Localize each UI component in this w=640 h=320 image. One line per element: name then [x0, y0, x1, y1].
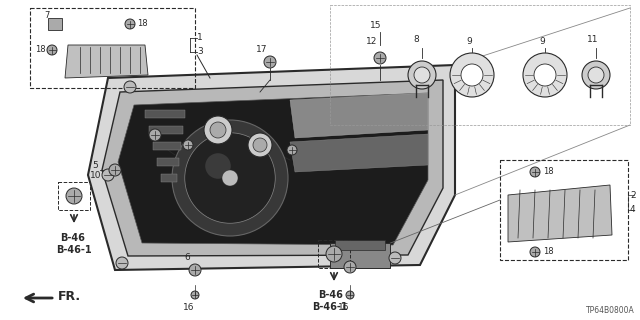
Bar: [330, 243, 390, 268]
Text: 7: 7: [44, 11, 49, 20]
Circle shape: [344, 261, 356, 273]
Bar: [161, 174, 177, 182]
Polygon shape: [102, 80, 443, 256]
Text: 10: 10: [90, 172, 102, 180]
Circle shape: [287, 145, 297, 155]
Text: 18: 18: [543, 167, 554, 177]
Circle shape: [124, 81, 136, 93]
Circle shape: [185, 133, 275, 223]
Text: B-46-1: B-46-1: [56, 245, 92, 255]
Text: 6: 6: [184, 253, 189, 262]
Text: 5: 5: [92, 161, 98, 170]
Bar: [335, 240, 385, 250]
Bar: [330, 5, 630, 125]
Text: 11: 11: [587, 36, 598, 44]
Text: 16: 16: [338, 303, 349, 313]
Text: 15: 15: [370, 20, 381, 29]
Circle shape: [523, 53, 567, 97]
Text: 6: 6: [338, 253, 344, 262]
Circle shape: [116, 257, 128, 269]
Circle shape: [191, 291, 199, 299]
Text: 9: 9: [466, 37, 472, 46]
Circle shape: [66, 188, 82, 204]
Bar: [149, 126, 183, 134]
Circle shape: [102, 169, 114, 181]
Circle shape: [253, 138, 267, 152]
Text: 6: 6: [175, 140, 180, 148]
Polygon shape: [508, 185, 612, 242]
Text: 17: 17: [256, 45, 268, 54]
Circle shape: [189, 264, 201, 276]
Circle shape: [205, 153, 231, 179]
Circle shape: [326, 246, 342, 262]
Circle shape: [248, 133, 272, 157]
Circle shape: [210, 122, 226, 138]
Text: B-46-1: B-46-1: [312, 302, 348, 312]
Circle shape: [222, 170, 238, 186]
Circle shape: [408, 61, 436, 89]
Polygon shape: [118, 93, 428, 245]
Text: 2: 2: [630, 190, 636, 199]
Text: 17: 17: [138, 121, 150, 130]
Polygon shape: [88, 65, 455, 270]
Text: 16: 16: [183, 303, 195, 313]
Bar: [500, 160, 628, 260]
Bar: [153, 142, 181, 150]
Circle shape: [461, 64, 483, 86]
Text: FR.: FR.: [58, 290, 81, 302]
Text: 18: 18: [137, 20, 148, 28]
Circle shape: [450, 53, 494, 97]
Bar: [58, 182, 90, 210]
Circle shape: [204, 116, 232, 144]
Circle shape: [149, 129, 161, 141]
Polygon shape: [290, 134, 428, 172]
Circle shape: [109, 164, 121, 176]
Circle shape: [414, 67, 430, 83]
Bar: [48, 18, 62, 30]
Text: 18: 18: [543, 247, 554, 257]
Circle shape: [125, 19, 135, 29]
Text: 13: 13: [262, 125, 273, 134]
Bar: [145, 110, 185, 118]
Text: 12: 12: [366, 37, 378, 46]
Bar: [30, 8, 195, 88]
Polygon shape: [65, 45, 148, 78]
Circle shape: [530, 167, 540, 177]
Text: 9: 9: [539, 37, 545, 46]
Circle shape: [172, 120, 288, 236]
Bar: [318, 240, 350, 268]
Text: 4: 4: [630, 205, 636, 214]
Polygon shape: [290, 93, 428, 138]
Text: 8: 8: [413, 36, 419, 44]
Text: 1: 1: [197, 34, 203, 43]
Text: 18: 18: [35, 45, 45, 54]
Text: 3: 3: [197, 47, 203, 57]
Text: B-46: B-46: [318, 290, 343, 300]
Text: TP64B0800A: TP64B0800A: [586, 306, 635, 315]
Circle shape: [183, 140, 193, 150]
Circle shape: [346, 291, 354, 299]
Circle shape: [582, 61, 610, 89]
Circle shape: [534, 64, 556, 86]
Text: B-46: B-46: [60, 233, 85, 243]
Text: 6: 6: [298, 143, 304, 153]
Circle shape: [47, 45, 57, 55]
Circle shape: [530, 247, 540, 257]
Circle shape: [264, 56, 276, 68]
Bar: [157, 158, 179, 166]
Circle shape: [374, 52, 386, 64]
Text: 14: 14: [205, 108, 216, 116]
Circle shape: [389, 252, 401, 264]
Circle shape: [588, 67, 604, 83]
